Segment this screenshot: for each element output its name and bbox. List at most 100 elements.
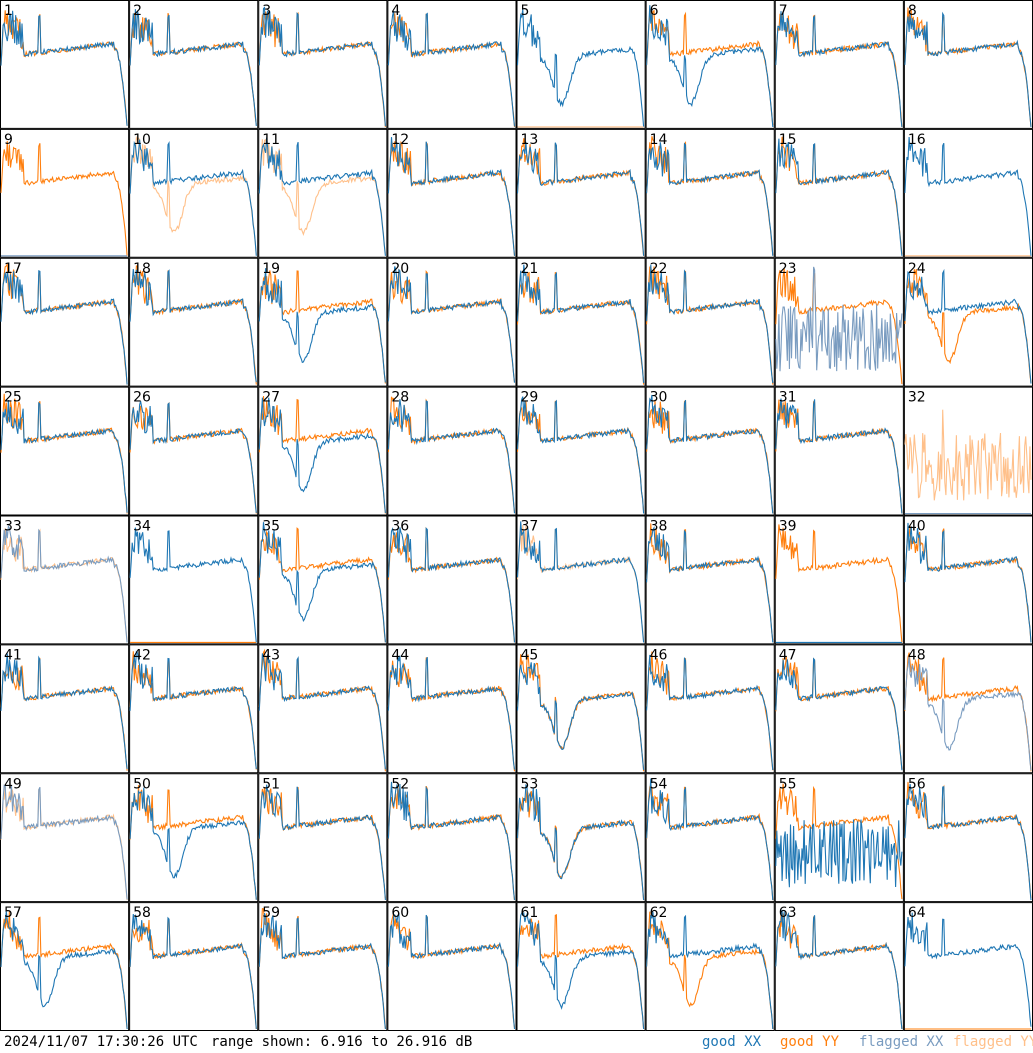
series-xx-line bbox=[646, 778, 774, 901]
series-xx-line bbox=[0, 911, 128, 1030]
panel-frame bbox=[645, 257, 775, 387]
panel-frame bbox=[258, 0, 388, 129]
panel-label: 43 bbox=[262, 647, 280, 663]
series-xx-line bbox=[516, 521, 645, 643]
panel-7: 7 bbox=[774, 0, 904, 129]
panel-frame bbox=[387, 515, 517, 645]
panel-frame bbox=[774, 386, 904, 516]
panel-frame bbox=[903, 0, 1033, 129]
panel-48: 48 bbox=[903, 644, 1033, 774]
panel-frame bbox=[129, 902, 259, 1031]
panel-55: 55 bbox=[774, 773, 904, 903]
panel-label: 36 bbox=[391, 519, 409, 535]
panel-52: 52 bbox=[387, 773, 517, 903]
panel-label: 5 bbox=[521, 3, 530, 19]
series-xx-line bbox=[904, 655, 1032, 771]
panel-29: 29 bbox=[516, 386, 646, 516]
panel-frame bbox=[387, 902, 517, 1031]
panel-frame bbox=[0, 773, 130, 903]
panel-label: 45 bbox=[521, 647, 539, 663]
series-yy-line bbox=[129, 917, 257, 1030]
panel-15: 15 bbox=[774, 128, 904, 258]
panel-frame bbox=[903, 902, 1033, 1031]
panel-label: 50 bbox=[133, 776, 151, 792]
panel-label: 59 bbox=[262, 905, 280, 921]
panel-44: 44 bbox=[387, 644, 517, 774]
panel-label: 28 bbox=[391, 390, 409, 406]
panel-frame bbox=[0, 0, 130, 129]
series-xx-line bbox=[516, 783, 645, 901]
panel-frame bbox=[129, 128, 259, 258]
series-xx-line bbox=[0, 269, 128, 385]
series-xx-line bbox=[646, 5, 774, 127]
panel-56: 56 bbox=[903, 773, 1033, 903]
panel-label: 40 bbox=[908, 519, 926, 535]
panel-1: 1 bbox=[0, 0, 130, 129]
series-xx-line bbox=[258, 137, 386, 256]
series-xx-line bbox=[129, 913, 257, 1030]
panel-39: 39 bbox=[774, 515, 904, 645]
legend-good-xx: good XX bbox=[702, 1034, 762, 1050]
panel-frame bbox=[516, 257, 646, 387]
panel-label: 56 bbox=[908, 776, 926, 792]
series-yy-line bbox=[775, 524, 903, 643]
series-yy-line bbox=[904, 268, 1032, 383]
series-yy-line bbox=[904, 652, 1032, 772]
series-xx-line bbox=[0, 399, 128, 513]
series-xx-line bbox=[646, 264, 774, 384]
panel-label: 16 bbox=[908, 132, 926, 148]
panel-label: 11 bbox=[262, 132, 280, 148]
panel-frame bbox=[129, 386, 259, 516]
footer-bar: 2024/11/07 17:30:26 UTC range shown: 6.9… bbox=[0, 1031, 1033, 1053]
panel-label: 18 bbox=[133, 261, 151, 277]
panel-label: 26 bbox=[133, 390, 151, 406]
panel-63: 63 bbox=[774, 902, 904, 1031]
panel-13: 13 bbox=[516, 128, 646, 258]
series-xx-line bbox=[129, 9, 257, 127]
panel-35: 35 bbox=[258, 515, 388, 645]
panel-43: 43 bbox=[258, 644, 388, 774]
panel-40: 40 bbox=[903, 515, 1033, 645]
panel-label: 15 bbox=[779, 132, 797, 148]
panel-frame bbox=[774, 902, 904, 1031]
panel-frame bbox=[0, 902, 130, 1031]
panel-label: 61 bbox=[521, 905, 539, 921]
panel-label: 29 bbox=[521, 390, 539, 406]
panel-2: 2 bbox=[129, 0, 259, 129]
panel-label: 13 bbox=[521, 132, 539, 148]
panel-label: 9 bbox=[4, 132, 13, 148]
panel-frame bbox=[774, 644, 904, 774]
panel-62: 62 bbox=[645, 902, 775, 1031]
panel-label: 17 bbox=[4, 261, 22, 277]
series-yy-line bbox=[258, 527, 386, 643]
panel-32: 32 bbox=[903, 386, 1033, 516]
panel-frame bbox=[903, 644, 1033, 774]
panel-label: 6 bbox=[650, 3, 659, 19]
panel-frame bbox=[387, 386, 517, 516]
panel-label: 20 bbox=[391, 261, 409, 277]
panel-frame bbox=[129, 515, 259, 645]
series-xx-line bbox=[775, 819, 903, 888]
panel-label: 63 bbox=[779, 905, 797, 921]
panel-50: 50 bbox=[129, 773, 259, 903]
panel-frame bbox=[0, 644, 130, 774]
series-yy-line bbox=[904, 409, 1032, 501]
panel-label: 30 bbox=[650, 390, 668, 406]
panel-label: 38 bbox=[650, 519, 668, 535]
series-xx-line bbox=[516, 264, 645, 383]
series-yy-line bbox=[775, 13, 903, 127]
series-xx-line bbox=[258, 397, 386, 514]
panel-frame bbox=[129, 257, 259, 387]
panel-label: 49 bbox=[4, 776, 22, 792]
series-yy-line bbox=[258, 270, 386, 384]
series-xx-line bbox=[387, 399, 516, 514]
panel-frame bbox=[645, 902, 775, 1031]
series-xx-line bbox=[904, 522, 1032, 643]
panel-label: 64 bbox=[908, 905, 926, 921]
series-xx-line bbox=[775, 657, 903, 771]
panel-label: 3 bbox=[262, 3, 271, 19]
series-xx-line bbox=[387, 655, 516, 770]
panel-frame bbox=[387, 773, 517, 903]
panel-frame bbox=[0, 257, 130, 387]
series-xx-line bbox=[646, 654, 774, 771]
